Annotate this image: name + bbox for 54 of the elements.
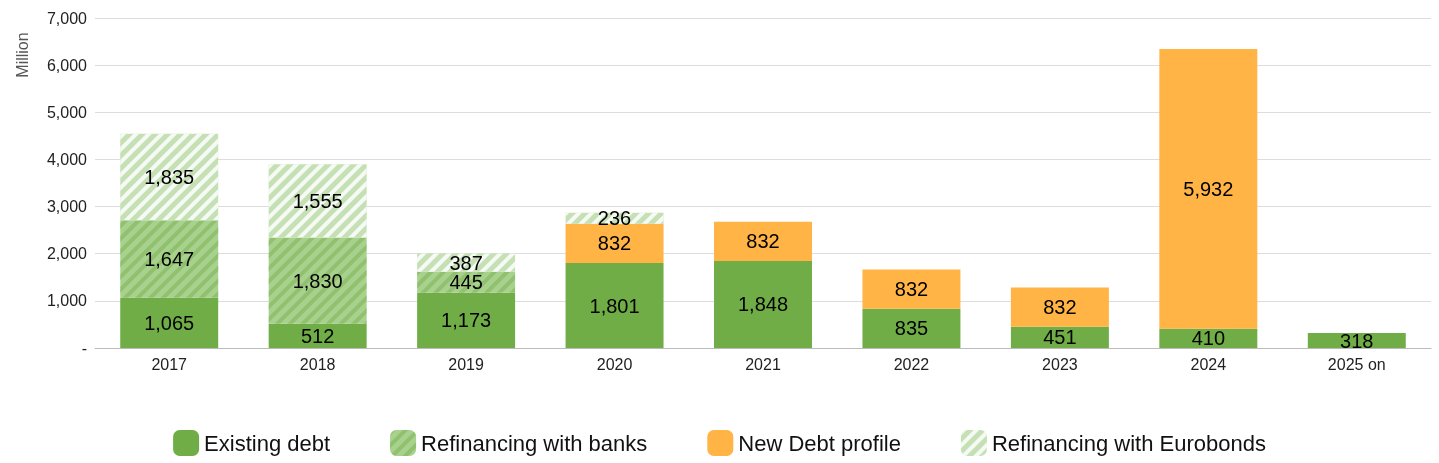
bar [714, 260, 812, 348]
y-tick-label: 2,000 [46, 245, 88, 263]
data-label: 832 [597, 232, 632, 255]
legend-label: New Debt profile [738, 430, 901, 456]
x-tick-label: 2017 [151, 355, 188, 373]
legend-label: Existing debt [204, 430, 331, 456]
bar [714, 221, 812, 261]
x-tick-label: 2024 [1190, 355, 1227, 373]
data-label: 236 [597, 207, 632, 230]
y-tick-label: 1,000 [46, 292, 88, 310]
x-tick-label: 2023 [1042, 355, 1078, 373]
y-tick-label: 7,000 [46, 9, 88, 27]
data-label: 5,932 [1183, 177, 1234, 200]
data-label: 318 [1340, 329, 1374, 352]
y-tick-label: 5,000 [46, 103, 88, 121]
y-tick-label: - [81, 339, 87, 357]
bar [862, 269, 961, 309]
data-label: 512 [300, 324, 335, 347]
x-tick-label: 2019 [448, 355, 485, 373]
data-label: 832 [1043, 296, 1077, 319]
bar [862, 308, 961, 348]
data-label: 451 [1043, 326, 1077, 349]
data-label: 410 [1191, 327, 1226, 350]
data-label: 1,173 [441, 309, 492, 332]
y-axis-title: Million [13, 32, 31, 78]
y-tick-label: 4,000 [46, 150, 88, 168]
data-label: 1,830 [292, 269, 343, 292]
data-label: 1,065 [144, 311, 195, 334]
x-tick-label: 2018 [299, 355, 336, 373]
bar [565, 223, 664, 264]
data-label: 1,555 [292, 189, 343, 212]
x-tick-label: 2025 on [1327, 355, 1386, 373]
bar [1010, 287, 1109, 327]
bar [565, 263, 664, 348]
bar [120, 297, 219, 348]
x-tick-label: 2022 [893, 355, 930, 373]
data-label: 445 [449, 271, 483, 294]
bar [268, 323, 367, 348]
data-label: 387 [449, 251, 483, 274]
y-tick-label: 3,000 [46, 198, 88, 216]
data-label: 1,647 [144, 247, 195, 270]
data-label: 832 [894, 278, 929, 301]
bar [417, 292, 516, 348]
x-tick-label: 2020 [596, 355, 633, 373]
data-label: 835 [894, 317, 929, 340]
y-tick-label: 6,000 [46, 56, 88, 74]
bar [1159, 49, 1258, 329]
legend-label: Refinancing with banks [421, 430, 648, 456]
x-tick-label: 2021 [745, 355, 781, 373]
legend-label: Refinancing with Eurobonds [991, 430, 1266, 456]
data-label: 1,835 [144, 165, 195, 188]
data-label: 832 [746, 230, 780, 253]
data-label: 1,801 [589, 294, 640, 317]
data-label: 1,848 [737, 293, 789, 316]
